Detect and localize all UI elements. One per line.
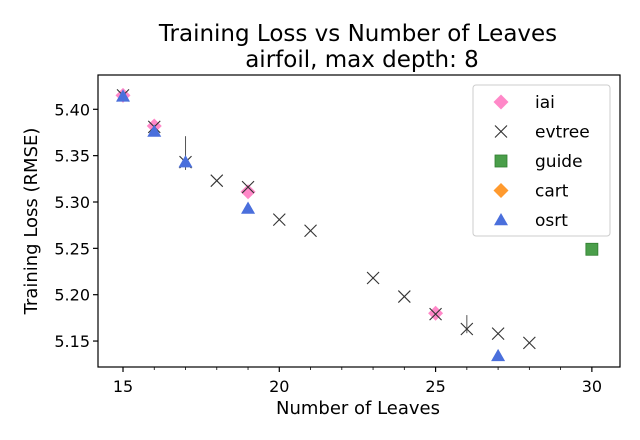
legend-item-cart: cart [493, 182, 569, 202]
x-tick-label: 30 [582, 377, 602, 396]
legend-item-evtree: evtree [494, 123, 590, 143]
series-guide [585, 242, 599, 256]
legend: iai evtree guide cart osrt [472, 84, 611, 237]
x-tick-label: 20 [269, 377, 289, 396]
evtree-point [522, 336, 536, 350]
legend-label-evtree: evtree [535, 123, 590, 143]
y-axis: 5.15 5.20 5.25 5.30 5.35 5.40 [54, 100, 98, 351]
evtree-point [429, 307, 442, 321]
x-tick-label: 15 [113, 377, 133, 396]
legend-label-iai: iai [535, 93, 555, 113]
evtree-point [272, 213, 286, 226]
iai-point [240, 184, 256, 200]
chart-title: Training Loss vs Number of Leaves [158, 21, 557, 47]
legend-label-osrt: osrt [535, 211, 568, 231]
osrt-point [147, 124, 162, 137]
legend-item-iai: iai [493, 93, 555, 113]
plot-frame [97, 74, 621, 368]
legend-marker-osrt [494, 213, 508, 226]
legend-item-osrt: osrt [494, 211, 568, 231]
legend-marker-guide [494, 154, 508, 168]
evtree-point [460, 322, 474, 336]
y-tick-label: 5.25 [54, 239, 90, 258]
evtree-point [210, 174, 224, 188]
iai-point [428, 305, 444, 321]
legend-item-guide: guide [494, 152, 583, 172]
y-tick-label: 5.35 [54, 147, 90, 166]
series-iai [115, 87, 444, 321]
osrt-point [116, 89, 131, 102]
legend-box [472, 84, 611, 237]
y-axis-label: Training Loss (RMSE) [21, 128, 42, 316]
data-marks [115, 87, 599, 362]
evtree-point [366, 271, 380, 285]
evtree-point [304, 224, 317, 238]
y-tick-label: 5.40 [54, 100, 90, 119]
legend-marker-evtree [494, 125, 508, 138]
chart-subtitle: airfoil, max depth: 8 [245, 47, 479, 73]
legend-marker-cart [493, 183, 509, 198]
evtree-point [241, 180, 255, 194]
y-tick-label: 5.15 [54, 332, 90, 351]
osrt-point [178, 155, 193, 168]
legend-label-cart: cart [535, 182, 569, 202]
x-axis: 15 20 25 30 [113, 367, 602, 396]
osrt-point [491, 348, 506, 362]
x-tick-label: 25 [425, 377, 445, 396]
osrt-point [241, 201, 256, 214]
series-osrt [116, 89, 506, 362]
evtree-point [491, 327, 505, 341]
y-tick-label: 5.20 [54, 286, 90, 305]
guide-point [585, 242, 599, 256]
legend-marker-iai [493, 94, 509, 110]
x-axis-label: Number of Leaves [276, 398, 440, 419]
y-tick-label: 5.30 [54, 193, 90, 212]
legend-label-guide: guide [535, 152, 583, 172]
evtree-point [397, 290, 411, 303]
